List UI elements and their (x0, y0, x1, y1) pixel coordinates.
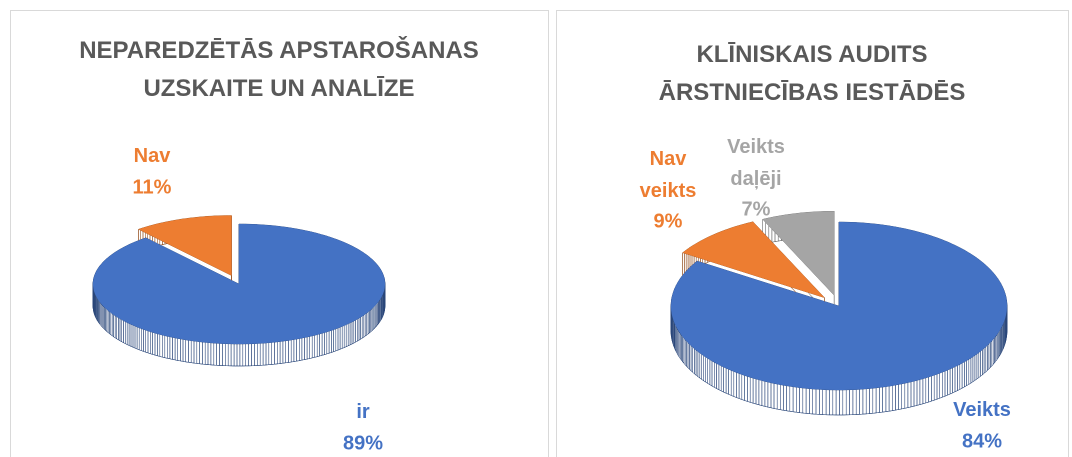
slice-value-label: 7% (742, 198, 771, 220)
slice (671, 222, 1007, 390)
slice-category-label: Nav veikts (640, 148, 697, 202)
slice (762, 211, 835, 296)
slice-category-label: Nav (134, 145, 172, 167)
slice-value-label: 89% (343, 432, 383, 454)
slice (682, 221, 825, 298)
slice (138, 215, 232, 276)
slice-category-label: Veikts daļēji (727, 136, 785, 190)
slice-value-label: 11% (133, 176, 172, 198)
chart-title: NEPAREDZĒTĀS APSTAROŠANAS UZSKAITE UN ANA… (79, 36, 479, 102)
slice-value-label: 84% (962, 430, 1002, 452)
chart-title: KLĪNISKAIS AUDITS ĀRSTNIECĪBAS IESTĀDĒS (659, 41, 966, 106)
slice-category-label: ir (356, 401, 370, 423)
slice-category-label: Veikts (953, 399, 1011, 421)
slice-value-label: 9% (654, 210, 683, 232)
slice (93, 224, 385, 344)
